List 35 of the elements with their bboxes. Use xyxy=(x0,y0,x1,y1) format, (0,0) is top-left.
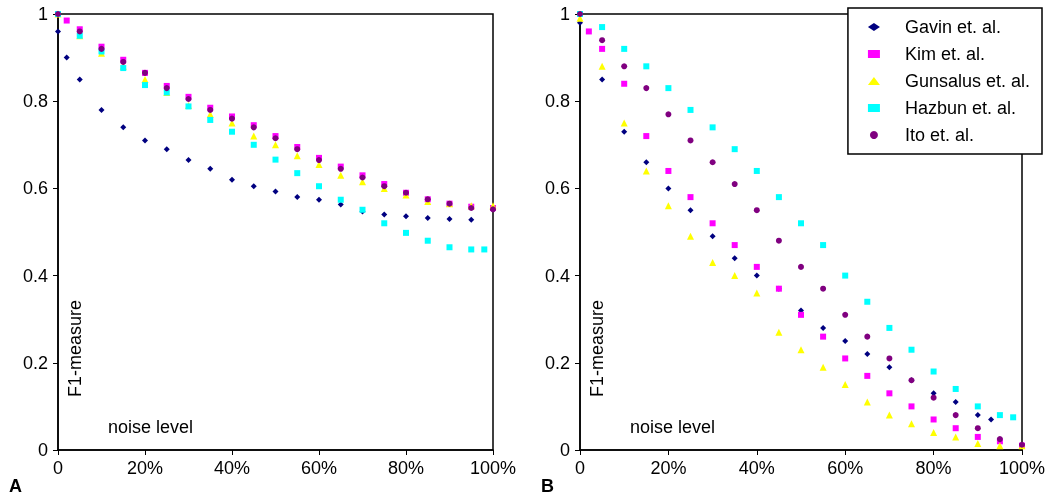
y-tick-label: 0 xyxy=(559,440,570,460)
y-axis-title: F1-measure xyxy=(65,300,85,398)
x-axis-title: noise level xyxy=(630,417,716,437)
legend-label: Gavin et. al. xyxy=(904,17,1001,37)
y-tick-label: 0.8 xyxy=(22,91,48,112)
x-tick-label: 40% xyxy=(213,458,251,478)
legend-label: Gunsalus et. al. xyxy=(904,71,1031,91)
y-tick-label: 0.4 xyxy=(544,265,570,286)
y-tick-label: 0.8 xyxy=(544,91,570,112)
x-tick-label: 80% xyxy=(387,458,425,478)
x-tick-label: 40% xyxy=(738,458,775,478)
x-tick-label: 0 xyxy=(52,458,64,478)
y-axis-title: F1-measure xyxy=(587,300,607,398)
legend-label: Kim et. al. xyxy=(904,44,985,64)
y-tick-label: 0 xyxy=(37,440,48,460)
y-tick-label: 0.4 xyxy=(22,265,48,286)
x-tick-label: 80% xyxy=(915,458,952,478)
x-tick-label: 20% xyxy=(126,458,164,478)
x-tick-label: 0 xyxy=(574,458,586,478)
x-tick-label: 100% xyxy=(998,458,1046,478)
y-tick-label: 0.2 xyxy=(22,352,48,373)
y-tick-label: 1 xyxy=(559,4,570,24)
x-tick-label: 20% xyxy=(650,458,687,478)
y-tick-label: 0.6 xyxy=(544,178,570,199)
legend-label: Hazbun et. al. xyxy=(904,98,1017,118)
x-tick-label: 100% xyxy=(469,458,517,478)
legend-label: Ito et. al. xyxy=(904,125,974,145)
x-axis-title: noise level xyxy=(108,417,194,437)
x-tick-label: 60% xyxy=(827,458,864,478)
text: A xyxy=(9,476,22,496)
y-tick-label: 1 xyxy=(37,4,48,24)
text: B xyxy=(541,476,554,496)
y-tick-label: 0.6 xyxy=(22,178,48,199)
y-tick-label: 0.2 xyxy=(544,352,570,373)
x-tick-label: 60% xyxy=(300,458,338,478)
